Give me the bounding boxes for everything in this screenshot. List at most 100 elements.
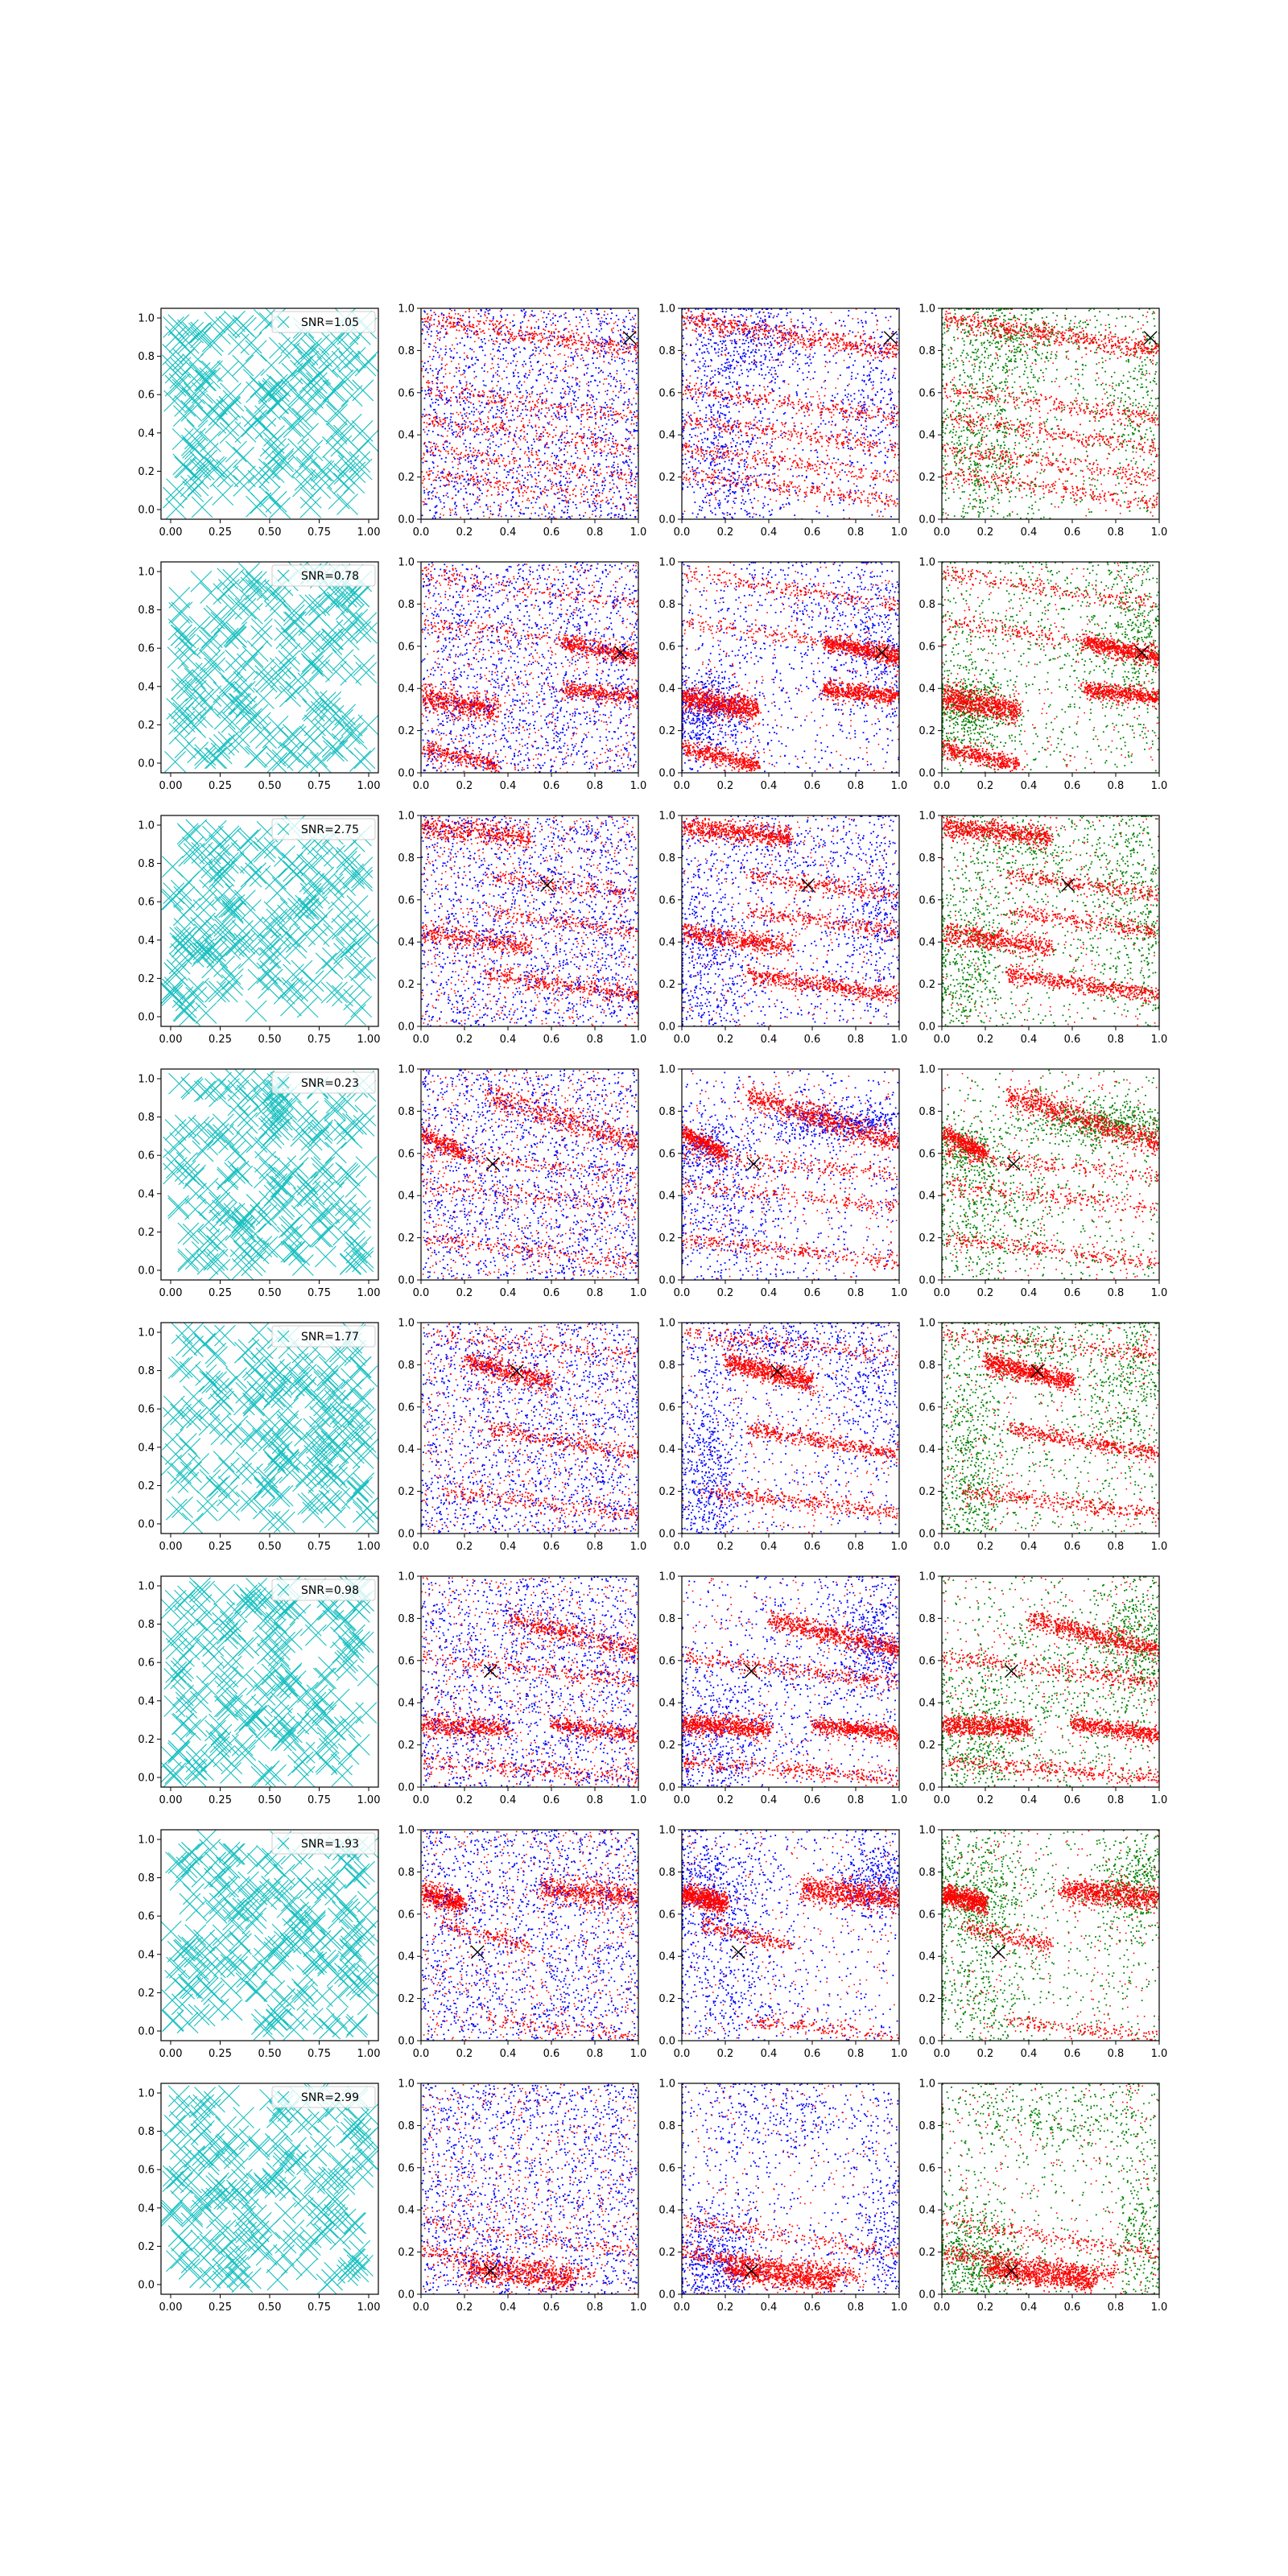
point xyxy=(448,475,449,477)
point xyxy=(613,349,615,351)
point xyxy=(593,352,595,353)
point xyxy=(704,392,706,394)
point xyxy=(492,402,493,403)
point xyxy=(634,331,635,332)
point xyxy=(502,491,503,493)
point xyxy=(724,362,726,364)
point xyxy=(599,382,601,383)
point xyxy=(558,460,559,461)
point xyxy=(606,404,608,406)
point xyxy=(754,452,756,453)
point xyxy=(575,351,576,353)
point xyxy=(839,502,840,504)
point xyxy=(482,460,484,461)
point xyxy=(618,391,620,393)
point xyxy=(631,412,633,414)
point xyxy=(436,382,438,384)
point xyxy=(606,472,608,473)
point xyxy=(490,486,492,488)
point xyxy=(625,497,627,499)
point xyxy=(825,361,827,362)
point xyxy=(506,416,508,418)
point xyxy=(794,448,795,449)
point xyxy=(485,309,487,311)
point xyxy=(520,402,522,403)
point xyxy=(439,369,440,371)
point xyxy=(423,462,424,464)
point xyxy=(758,486,759,488)
point xyxy=(437,434,439,436)
point xyxy=(711,411,712,413)
point xyxy=(592,440,594,441)
point xyxy=(519,381,521,382)
point xyxy=(597,442,598,444)
point xyxy=(686,364,687,365)
point xyxy=(491,494,493,496)
point xyxy=(520,322,522,324)
point xyxy=(875,315,877,316)
point xyxy=(613,377,615,378)
point xyxy=(609,448,611,450)
point xyxy=(422,321,423,323)
point xyxy=(564,437,566,439)
point xyxy=(580,423,582,425)
point xyxy=(448,313,450,315)
point xyxy=(437,394,439,396)
point xyxy=(595,472,597,473)
point xyxy=(474,389,476,390)
x-tick-label: 0.25 xyxy=(208,526,232,539)
point xyxy=(495,327,497,328)
point xyxy=(582,357,584,359)
point xyxy=(592,441,594,443)
point xyxy=(870,367,872,369)
point xyxy=(437,423,439,424)
point xyxy=(817,456,819,458)
point xyxy=(593,498,595,500)
point xyxy=(724,498,726,500)
point xyxy=(523,309,525,311)
point xyxy=(737,471,739,473)
point xyxy=(874,442,876,444)
point xyxy=(620,383,621,385)
point xyxy=(490,513,492,514)
point xyxy=(805,363,807,365)
point xyxy=(716,424,718,426)
point xyxy=(452,413,454,415)
point xyxy=(572,467,573,469)
x-marker xyxy=(334,464,355,485)
point xyxy=(527,486,529,488)
point xyxy=(792,359,794,361)
point xyxy=(485,385,487,386)
point xyxy=(491,462,493,464)
point xyxy=(469,389,470,390)
point xyxy=(625,343,627,345)
point xyxy=(483,392,485,394)
point xyxy=(777,337,778,339)
point xyxy=(547,376,548,378)
point xyxy=(840,499,842,501)
point xyxy=(444,485,446,487)
point xyxy=(886,356,888,357)
point xyxy=(473,371,475,373)
point xyxy=(530,396,531,398)
point xyxy=(440,485,441,487)
point xyxy=(567,339,568,341)
point xyxy=(444,461,446,463)
point xyxy=(531,486,533,488)
point xyxy=(805,393,807,394)
x-tick-label: 0.75 xyxy=(308,526,331,539)
point xyxy=(635,466,637,468)
point xyxy=(547,518,549,519)
point xyxy=(577,355,579,357)
point xyxy=(436,444,437,445)
point xyxy=(715,437,716,439)
point xyxy=(549,516,551,518)
point xyxy=(849,357,851,358)
point xyxy=(519,464,521,466)
point xyxy=(620,508,621,510)
point xyxy=(631,404,633,406)
point xyxy=(478,324,480,325)
point xyxy=(469,413,470,415)
point xyxy=(637,510,638,511)
point xyxy=(516,477,518,479)
